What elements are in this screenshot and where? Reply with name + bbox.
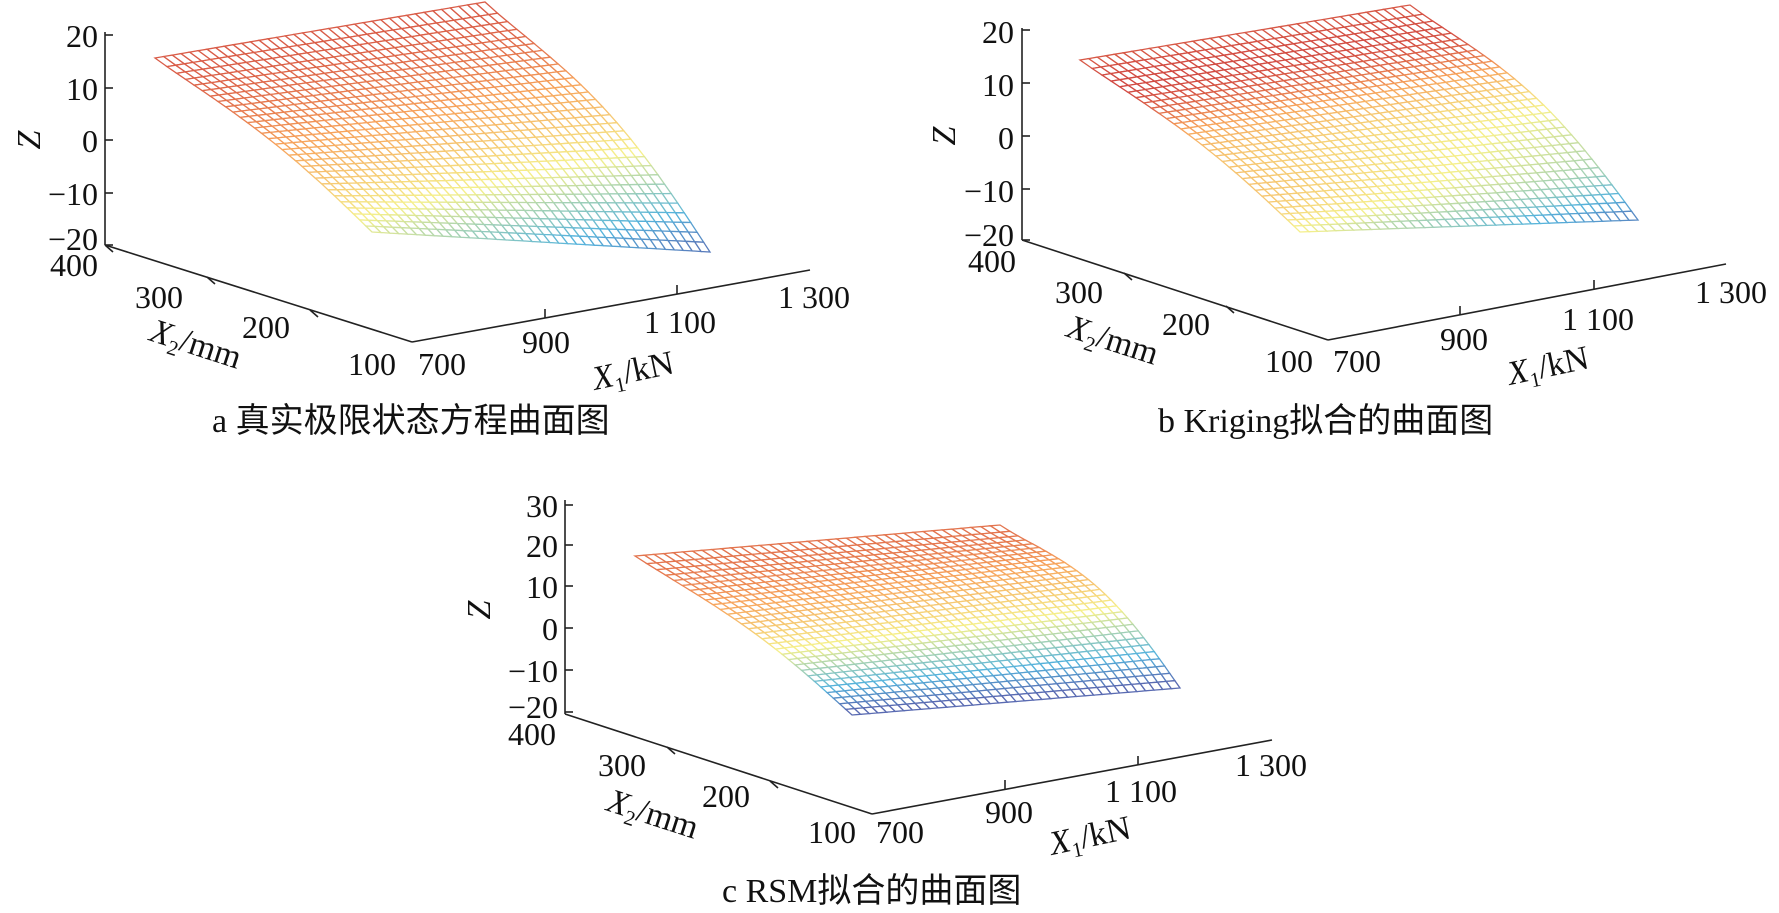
x2-tick-label: 300 bbox=[135, 279, 183, 315]
x2-axis-b bbox=[1021, 239, 1329, 341]
panel-a: 20 10 0 −10 −20 Z 400 300 200 100 X2/mm … bbox=[11, 1, 850, 440]
x1-axis-b bbox=[1327, 263, 1727, 341]
z-axis-label-b: Z bbox=[926, 125, 963, 145]
x2-ticks-c: 400 300 200 100 bbox=[508, 716, 856, 850]
x2-tick-label: 100 bbox=[1265, 343, 1313, 379]
z-tick-label: 10 bbox=[526, 569, 558, 605]
x1-ticks-a: 700 900 1 100 1 300 bbox=[418, 279, 850, 382]
x1-tick-label: 900 bbox=[522, 324, 570, 360]
x2-tick-label: 300 bbox=[598, 747, 646, 783]
z-tick-label: −10 bbox=[48, 176, 98, 212]
x1-axis-label-a: X1/kN bbox=[587, 345, 678, 403]
z-tick-label: 10 bbox=[66, 71, 98, 107]
x2-tick-label: 400 bbox=[508, 716, 556, 752]
x1-axis-a bbox=[411, 269, 811, 343]
z-tick-label: 20 bbox=[982, 14, 1014, 50]
x1-tick-label: 1 100 bbox=[644, 304, 716, 340]
x1-tick-label: 1 100 bbox=[1105, 773, 1177, 809]
x1-axis-label-b: X1/kN bbox=[1502, 340, 1593, 398]
surface-cell bbox=[1621, 210, 1640, 221]
caption-b: b Kriging拟合的曲面图 bbox=[1158, 402, 1493, 440]
x1-tick-label: 1 300 bbox=[1695, 274, 1767, 310]
z-tick-label: −20 bbox=[964, 217, 1014, 253]
x2-ticks-b: 400 300 200 100 bbox=[968, 243, 1313, 379]
x1-ticks-b: 700 900 1 100 1 300 bbox=[1333, 274, 1767, 379]
x2-axis-label-a: X2/mm bbox=[142, 312, 246, 381]
x1-tick-label: 700 bbox=[418, 346, 466, 382]
x2-axis-label-b: X2/mm bbox=[1059, 308, 1163, 377]
x1-tick-label: 1 100 bbox=[1562, 301, 1634, 337]
z-ticks-a: 20 10 0 −10 −20 bbox=[48, 18, 113, 257]
x1-tick-label: 1 300 bbox=[778, 279, 850, 315]
z-tick-label: 0 bbox=[998, 120, 1014, 156]
x2-axis-a bbox=[104, 244, 413, 343]
z-tick-label: −20 bbox=[508, 689, 558, 725]
z-tick-label: 30 bbox=[526, 488, 558, 524]
x2-tick-label: 300 bbox=[1055, 274, 1103, 310]
panel-b: 20 10 0 −10 −20 Z 400 300 200 100 X2/mm … bbox=[926, 4, 1767, 440]
z-axis-label-a: Z bbox=[11, 129, 48, 149]
surface-cell bbox=[693, 241, 712, 253]
x2-tick-label: 100 bbox=[808, 814, 856, 850]
z-tick-label: 10 bbox=[982, 67, 1014, 103]
x1-tick-label: 900 bbox=[985, 794, 1033, 830]
z-tick-label: −20 bbox=[48, 221, 98, 257]
x1-ticks-c: 700 900 1 100 1 300 bbox=[876, 747, 1307, 850]
z-tick-label: −10 bbox=[508, 653, 558, 689]
z-ticks-c: 30 20 10 0 −10 −20 bbox=[508, 488, 573, 725]
x1-axis-c bbox=[871, 739, 1273, 815]
surface-cell bbox=[1165, 680, 1182, 690]
surface-b bbox=[1078, 4, 1640, 233]
surface-c bbox=[633, 524, 1182, 716]
x2-tick-label: 400 bbox=[968, 243, 1016, 279]
surface-a bbox=[153, 1, 712, 253]
x2-axis-c bbox=[564, 713, 873, 815]
z-tick-label: −10 bbox=[964, 173, 1014, 209]
x1-tick-label: 700 bbox=[876, 814, 924, 850]
z-tick-label: 0 bbox=[542, 611, 558, 647]
z-tick-label: 0 bbox=[82, 123, 98, 159]
x1-tick-label: 700 bbox=[1333, 343, 1381, 379]
panel-c: 30 20 10 0 −10 −20 Z 400 300 200 100 X2/… bbox=[461, 488, 1307, 910]
x2-tick-label: 200 bbox=[1162, 306, 1210, 342]
z-tick-label: 20 bbox=[526, 528, 558, 564]
x1-tick-label: 1 300 bbox=[1235, 747, 1307, 783]
z-axis-label-c: Z bbox=[461, 599, 498, 619]
caption-c: c RSM拟合的曲面图 bbox=[722, 872, 1021, 910]
x1-tick-label: 900 bbox=[1440, 321, 1488, 357]
x2-axis-label-c: X2/mm bbox=[599, 782, 703, 851]
caption-a: a 真实极限状态方程曲面图 bbox=[212, 402, 610, 440]
x2-tick-label: 200 bbox=[702, 778, 750, 814]
z-tick-label: 20 bbox=[66, 18, 98, 54]
x2-ticks-a: 400 300 200 100 bbox=[50, 244, 396, 382]
z-ticks-b: 20 10 0 −10 −20 bbox=[964, 14, 1030, 253]
x1-axis-label-c: X1/kN bbox=[1044, 810, 1135, 868]
x2-tick-label: 400 bbox=[50, 247, 98, 283]
x2-tick-label: 200 bbox=[242, 309, 290, 345]
x2-tick-label: 100 bbox=[348, 346, 396, 382]
